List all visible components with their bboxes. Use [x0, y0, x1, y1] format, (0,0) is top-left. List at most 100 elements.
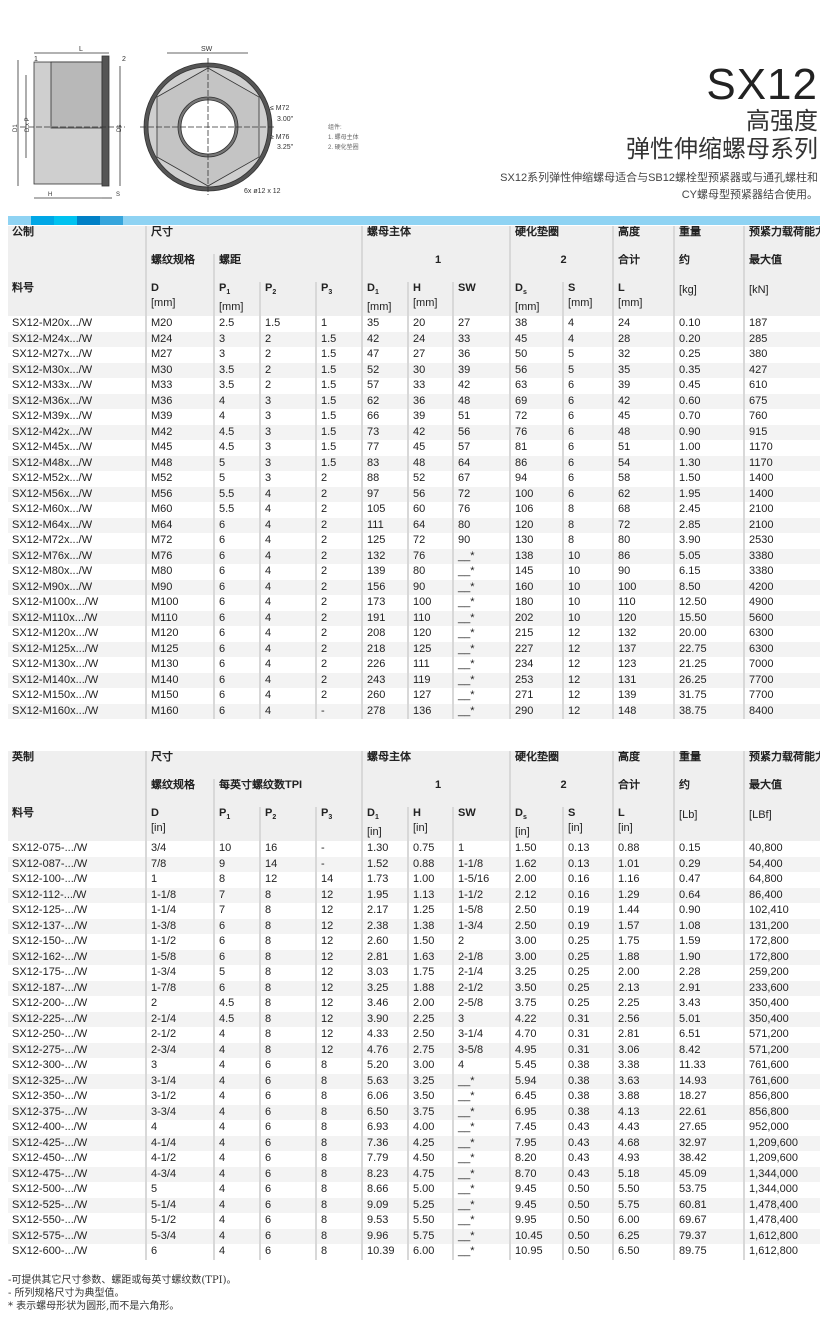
column-header: D1 [mm]: [361, 282, 408, 316]
table-row: SX12-125-.../W 1-1/4 7 8 12 2.17 1.25 1-5/8 2.50…: [8, 903, 821, 919]
cell: 52: [361, 362, 408, 378]
cell: 6: [562, 455, 614, 471]
cell: 4: [213, 1120, 260, 1136]
table-row: SX12-M27x.../W M27 3 2 1.5 47 27 36 50 5 32 0.25 380: [8, 347, 821, 363]
column-symbol: SW: [458, 282, 476, 294]
label-holes: 6x ø12 x 12: [244, 188, 281, 195]
cell: 3: [259, 440, 316, 456]
cell: 3380: [743, 548, 821, 564]
imperial-table: 英制 尺寸 螺母主体 硬化垫圈 高度 重量 预紧力载荷能力 螺纹规格 每英寸螺纹数TPI 1 2 合计…: [8, 751, 821, 1260]
cell: -: [315, 703, 362, 719]
cell: 1,612,800: [743, 1244, 821, 1260]
cell: __*: [451, 1120, 511, 1136]
cell: 3.38: [612, 1058, 675, 1074]
cell: 1.25: [407, 903, 453, 919]
cell: 2.81: [612, 1027, 675, 1043]
table-row: SX12-225-.../W 2-1/4 4.5 8 12 3.90 2.25 3 4.22 0.…: [8, 1011, 821, 1027]
part-number: SX12-325-.../W: [8, 1073, 146, 1089]
cell: 0.90: [673, 424, 745, 440]
cell: __*: [451, 1228, 511, 1244]
cell: 3.75: [407, 1104, 453, 1120]
cell: 4: [213, 1135, 260, 1151]
column-symbol: P2: [265, 282, 277, 297]
group-header: 螺母主体: [360, 751, 511, 779]
cell: 0.13: [562, 841, 614, 857]
cell: 12: [315, 949, 362, 965]
cell: 8: [259, 965, 316, 981]
cell: 3.90: [673, 533, 745, 549]
cell: 4.75: [407, 1166, 453, 1182]
cell: 5: [213, 471, 260, 487]
cell: 125: [361, 533, 408, 549]
cell: 1.75: [407, 965, 453, 981]
cell: 2-1/2: [145, 1027, 214, 1043]
table-row: SX12-150-.../W 1-1/2 6 8 12 2.60 1.50 2 3.00 0.25…: [8, 934, 821, 950]
cell: 138: [509, 548, 564, 564]
cell: 76: [451, 502, 511, 518]
cell: 1-5/8: [451, 903, 511, 919]
cell: 3.03: [361, 965, 408, 981]
cell: 26.25: [673, 672, 745, 688]
cell: 137: [612, 641, 675, 657]
cell: M33: [145, 378, 214, 394]
cell: 8: [562, 502, 614, 518]
cell: 1.13: [407, 887, 453, 903]
cell: 3: [145, 1058, 214, 1074]
part-number: SX12-225-.../W: [8, 1011, 146, 1027]
cell: __*: [451, 688, 511, 704]
cell: 125: [407, 641, 453, 657]
column-header: D [in]: [145, 807, 214, 841]
cell: 0.25: [673, 347, 745, 363]
part-number: SX12-M80x.../W: [12, 565, 93, 577]
cell: 2: [315, 502, 362, 518]
cell: 4: [213, 1073, 260, 1089]
cell: 6: [259, 1197, 316, 1213]
cell: 856,800: [743, 1089, 821, 1105]
cell: 3.50: [509, 980, 564, 996]
cell: 38: [509, 316, 564, 332]
cell: 1.73: [361, 872, 408, 888]
table-row: SX12-112-.../W 1-1/8 7 8 12 1.95 1.13 1-1/2 2.12…: [8, 887, 821, 903]
part-number: SX12-400-.../W: [12, 1121, 88, 1133]
column-header: P1: [213, 807, 260, 841]
cell: -: [315, 856, 362, 872]
cell: 2: [315, 672, 362, 688]
cell: 42: [361, 331, 408, 347]
footnote: * 表示螺母形状为圆形,而不是六角形。: [8, 1301, 180, 1312]
cell: 2.13: [612, 980, 675, 996]
cell: 7700: [743, 672, 821, 688]
cell: 226: [361, 657, 408, 673]
cell: 2: [259, 378, 316, 394]
cell: M42: [145, 424, 214, 440]
cell: 4.93: [612, 1151, 675, 1167]
cell: 3.43: [673, 996, 745, 1012]
cell: 3-5/8: [451, 1042, 511, 1058]
cell: 5.01: [673, 1011, 745, 1027]
cell: 234: [509, 657, 564, 673]
cell: 4.76: [361, 1042, 408, 1058]
cell: 4.00: [407, 1120, 453, 1136]
cell: 160: [509, 579, 564, 595]
cell: 3.25: [509, 965, 564, 981]
cell: 0.50: [562, 1182, 614, 1198]
cell: 69: [509, 393, 564, 409]
table-row: SX12-M56x.../W M56 5.5 4 2 97 56 72 100 6 62 1.95 14…: [8, 486, 821, 502]
header-row-sub: 螺纹规格 螺距 1 2 合计约最大值: [8, 254, 821, 282]
cell: 1.57: [612, 918, 675, 934]
table-row: SX12-M140x.../W M140 6 4 2 243 119 __* 253 12 131 2…: [8, 672, 821, 688]
cell: 66: [361, 409, 408, 425]
cell: 111: [361, 517, 408, 533]
sub-header: 螺距: [213, 254, 362, 282]
column-symbol: P1: [219, 807, 231, 822]
column-symbol: S: [568, 282, 576, 294]
part-number: SX12-M90x.../W: [8, 579, 146, 595]
cell: 2530: [743, 533, 821, 549]
cell: 42: [407, 424, 453, 440]
group-header: 预紧力载荷能力: [743, 751, 821, 779]
cell: 81: [509, 440, 564, 456]
sub-header: [8, 779, 146, 807]
cell: M45: [145, 440, 214, 456]
cell: 571,200: [743, 1042, 821, 1058]
cell: 72: [509, 409, 564, 425]
cell: 2: [315, 688, 362, 704]
